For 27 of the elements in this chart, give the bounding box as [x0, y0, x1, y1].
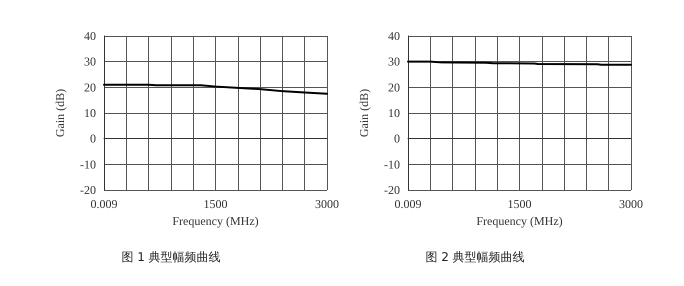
- line-series: [103, 84, 328, 95]
- y-tick-label: -10: [80, 157, 96, 172]
- y-tick-label: 20: [388, 80, 400, 94]
- y-tick-label: 20: [84, 80, 96, 94]
- y-tick-label: 0: [394, 132, 400, 146]
- y-tick-label: 10: [84, 106, 96, 120]
- y-tick-label: 10: [388, 106, 400, 120]
- y-tick-label: 0: [90, 132, 96, 146]
- x-tick-label: 0.009: [394, 197, 422, 211]
- x-axis-title: Frequency (MHz): [476, 214, 563, 228]
- y-axis-title: Gain (dB): [357, 88, 371, 138]
- x-tick-label: 3000: [619, 197, 643, 211]
- y-tick-label: 30: [84, 54, 96, 69]
- caption: 图 1 典型幅频曲线: [121, 250, 221, 264]
- y-tick-label: 40: [84, 29, 96, 43]
- y-axis-title: Gain (dB): [53, 88, 67, 138]
- x-tick-label: 1500: [508, 197, 532, 211]
- y-tick-label: 30: [388, 54, 400, 69]
- x-tick-label: 0.009: [90, 197, 118, 211]
- caption: 图 2 典型幅频曲线: [425, 250, 525, 264]
- y-tick-label: -20: [384, 183, 400, 197]
- y-tick-label: -20: [80, 183, 96, 197]
- y-tick-label: -10: [384, 157, 400, 172]
- x-tick-label: 3000: [315, 197, 339, 211]
- x-tick-label: 1500: [204, 197, 228, 211]
- y-tick-label: 40: [388, 29, 400, 43]
- x-axis-title: Frequency (MHz): [172, 214, 259, 228]
